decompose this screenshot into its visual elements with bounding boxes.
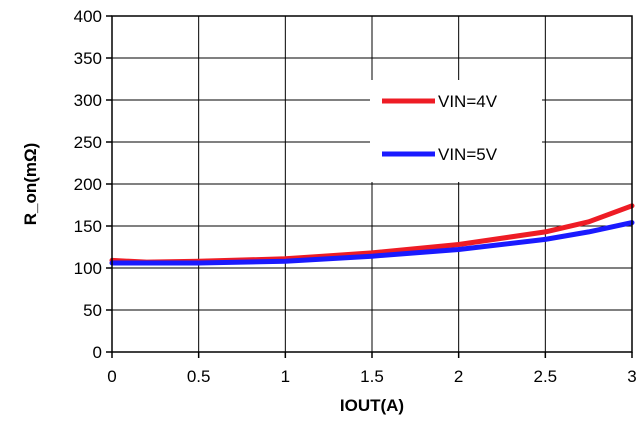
y-tick-label: 100 xyxy=(74,259,102,278)
y-tick-label: 300 xyxy=(74,91,102,110)
legend-label-vin-4v: VIN=4V xyxy=(438,92,498,111)
y-tick-label: 0 xyxy=(93,343,102,362)
x-tick-label: 2.5 xyxy=(534,367,558,386)
y-tick-label: 50 xyxy=(83,301,102,320)
y-tick-label: 350 xyxy=(74,49,102,68)
x-tick-label: 1 xyxy=(281,367,290,386)
x-tick-label: 3 xyxy=(627,367,636,386)
legend: VIN=4V VIN=5V xyxy=(382,92,498,164)
x-tick-label: 1.5 xyxy=(360,367,384,386)
y-tick-label: 250 xyxy=(74,133,102,152)
x-tick-label: 0 xyxy=(107,367,116,386)
y-tick-label: 400 xyxy=(74,7,102,26)
tick-layer: 0 50 100 150 200 250 300 350 400 0 0.5 1 1.5 2 2.5 3 xyxy=(74,7,637,386)
y-tick-label: 200 xyxy=(74,175,102,194)
legend-background xyxy=(370,80,542,182)
x-tick-label: 2 xyxy=(454,367,463,386)
x-axis-title: IOUT(A) xyxy=(340,396,404,415)
series-layer xyxy=(109,203,635,266)
x-tick-label: 0.5 xyxy=(187,367,211,386)
legend-label-vin-5v: VIN=5V xyxy=(438,145,498,164)
grid-layer xyxy=(112,16,632,352)
series-line-1 xyxy=(109,220,635,266)
y-tick-label: 150 xyxy=(74,217,102,236)
y-axis-title: R_on(mΩ) xyxy=(21,143,40,226)
